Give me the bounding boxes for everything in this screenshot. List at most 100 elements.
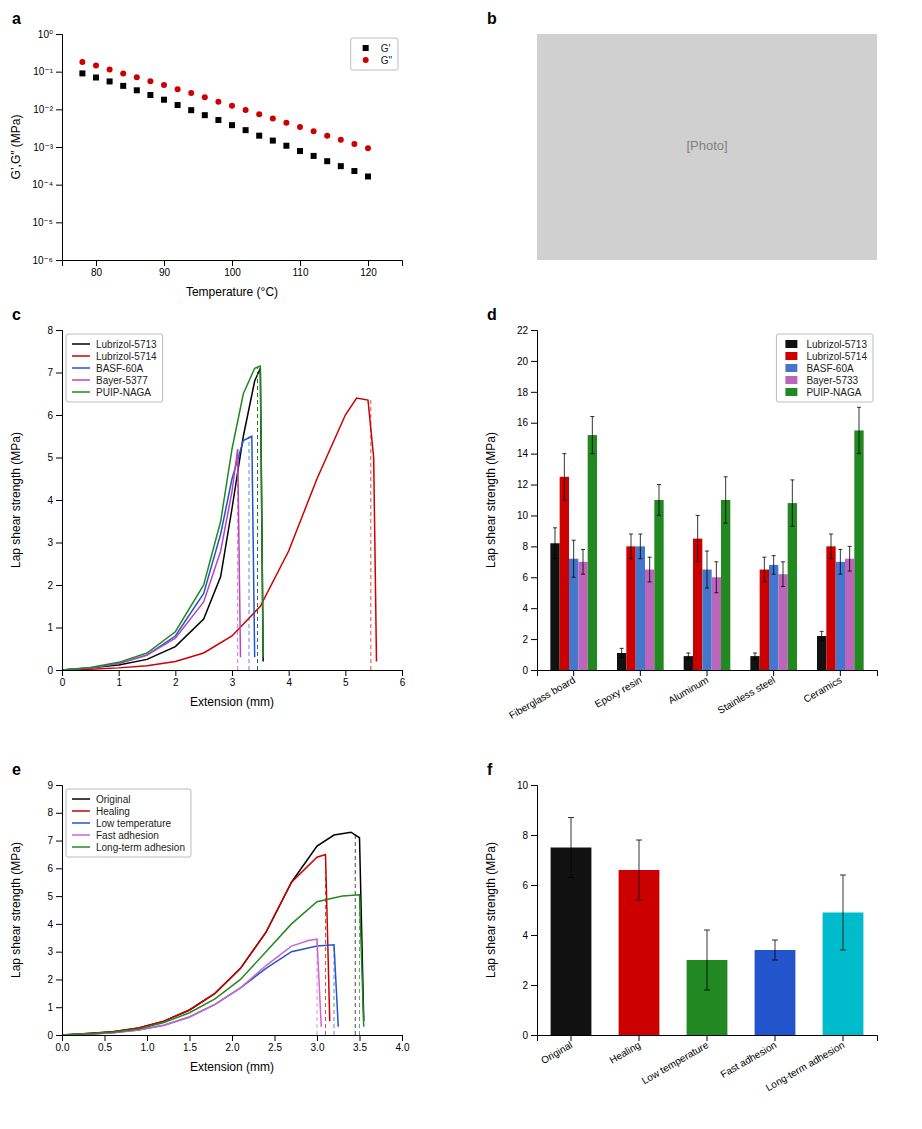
tick-label: 2 — [47, 580, 53, 591]
error-bar — [838, 549, 842, 574]
legend-entry: Lubrizol-5713 — [785, 339, 867, 350]
point — [202, 112, 208, 118]
tick: Fast adhesion — [718, 1035, 778, 1080]
error-bar — [772, 556, 776, 575]
tick-mark — [190, 1035, 191, 1041]
legend-label: BASF-60A — [96, 363, 144, 374]
error-bar — [714, 562, 718, 593]
tick: 22 — [517, 325, 537, 336]
point — [93, 75, 99, 81]
tick-label: 2 — [47, 974, 53, 985]
tick: 0 — [522, 665, 537, 676]
tick-mark — [402, 670, 403, 676]
tick-label: 10 — [517, 510, 529, 521]
tick-label: 6 — [47, 863, 53, 874]
tick-label: 10⁻¹ — [33, 66, 53, 77]
x-axis: 8090100110120 — [63, 260, 403, 278]
tick-label: 4 — [286, 677, 292, 688]
tick-label: 16 — [517, 417, 529, 428]
tick-mark — [531, 515, 537, 516]
legend-label: G' — [381, 43, 391, 54]
figure: a809010011012010⁻⁶10⁻⁵10⁻⁴10⁻³10⁻²10⁻¹10… — [0, 0, 922, 1129]
tick: 20 — [517, 356, 537, 367]
line — [62, 368, 263, 670]
series — [62, 832, 364, 1035]
point — [175, 102, 181, 108]
tick-mark — [147, 1035, 148, 1041]
error-bar — [840, 875, 846, 950]
point — [215, 99, 221, 105]
point — [188, 90, 194, 96]
tick-mark — [56, 896, 62, 897]
legend-label: Fast adhesion — [96, 830, 159, 841]
tick-mark — [56, 841, 62, 842]
point — [134, 87, 140, 93]
bar — [645, 570, 654, 670]
tick-label: 5 — [47, 891, 53, 902]
point — [134, 74, 140, 80]
legend-label: Low temperature — [96, 818, 171, 829]
y-axis-title: Lap shear strength (MPa) — [9, 842, 23, 978]
tick: 8 — [47, 325, 62, 336]
legend-entry: Fast adhesion — [72, 830, 159, 841]
tick-mark — [56, 785, 62, 786]
axis-line — [63, 1036, 403, 1042]
tick-mark — [56, 260, 62, 261]
legend-swatch — [785, 352, 797, 360]
tick: 16 — [517, 417, 537, 428]
error-bar — [762, 557, 766, 582]
legend: OriginalHealingLow temperatureFast adhes… — [66, 789, 191, 857]
tick: 1.5 — [183, 1035, 197, 1053]
point — [256, 133, 262, 139]
tick: 6 — [47, 410, 62, 421]
series — [62, 895, 364, 1035]
bar — [788, 503, 797, 670]
point — [365, 145, 371, 151]
legend-box — [351, 38, 398, 70]
tick-label: 0 — [522, 665, 528, 676]
legend-box — [776, 334, 873, 402]
tick: 10⁻³ — [33, 142, 62, 153]
point — [120, 70, 126, 76]
tick: 3 — [47, 537, 62, 548]
tick-mark — [175, 670, 176, 676]
tick-label: Aluminum — [666, 674, 710, 706]
tick-label: Fiberglass board — [507, 674, 577, 721]
error-bar — [704, 930, 710, 990]
tick: 10⁻⁶ — [32, 255, 62, 266]
legend-entry: G' — [363, 43, 391, 54]
panel: a809010011012010⁻⁶10⁻⁵10⁻⁴10⁻³10⁻²10⁻¹10… — [9, 10, 403, 299]
series — [62, 449, 241, 670]
bar — [550, 543, 559, 670]
point — [324, 158, 330, 164]
tick-mark — [300, 260, 301, 266]
tick-label: 14 — [517, 448, 529, 459]
tick-label: Low temperature — [640, 1039, 711, 1086]
tick-mark — [573, 670, 574, 676]
tick-mark — [119, 670, 120, 676]
legend-entry: Long-term adhesion — [72, 842, 185, 853]
point — [161, 82, 167, 88]
tick-mark — [56, 330, 62, 331]
panel-label: d — [487, 306, 497, 323]
peak-line — [249, 436, 250, 670]
legend-label: Lubrizol-5714 — [806, 351, 867, 362]
legend-swatch — [72, 822, 90, 824]
tick: 6 — [522, 572, 537, 583]
tick-mark — [640, 670, 641, 676]
tick-label: 2 — [173, 677, 179, 688]
point — [338, 163, 344, 169]
tick: 5 — [47, 452, 62, 463]
tick: 7 — [47, 835, 62, 846]
tick: Ceramics — [802, 670, 844, 705]
point — [229, 122, 235, 128]
bar — [636, 546, 645, 670]
tick-label: 3 — [230, 677, 236, 688]
tick: Low temperature — [640, 1035, 711, 1086]
bar — [654, 500, 663, 670]
plot-area — [551, 818, 864, 1036]
tick-label: 3 — [47, 946, 53, 957]
tick-mark — [56, 415, 62, 416]
tick-mark — [531, 330, 537, 331]
tick-label: 8 — [47, 807, 53, 818]
